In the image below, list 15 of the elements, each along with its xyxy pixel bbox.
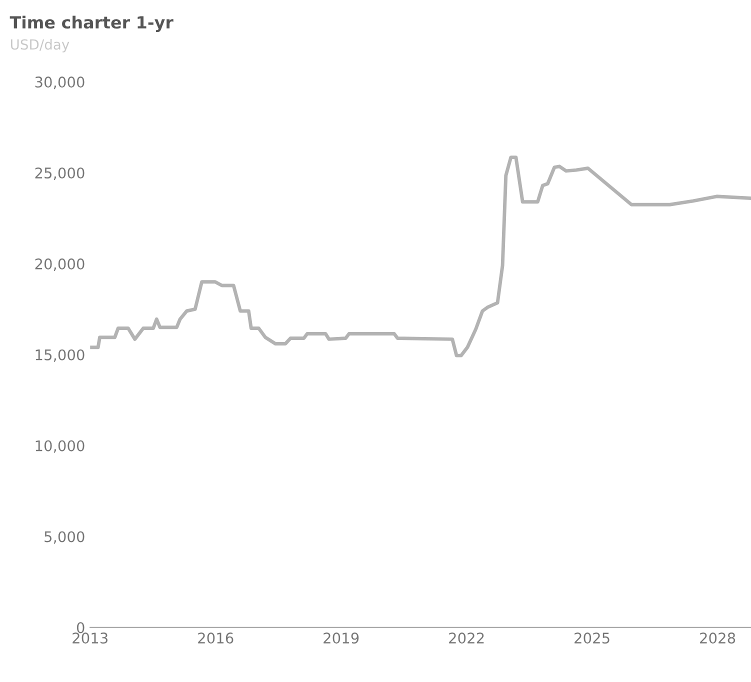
chart-title: Time charter 1-yr [10,16,174,32]
x-tick-label: 2028 [700,632,736,644]
y-tick-label: 25,000 [35,167,84,180]
x-tick-label: 2025 [574,632,610,644]
x-tick-label: 2022 [449,632,484,644]
y-tick-label: 0 [76,622,84,634]
y-tick-label: 15,000 [36,349,84,362]
y-tick-label: 20,000 [35,258,84,271]
y-tick-label: 5,000 [44,531,84,544]
y-tick-label: 10,000 [36,440,84,453]
x-tick-label: 2019 [324,632,359,644]
x-tick-label: 2016 [198,632,234,644]
y-tick-label: 30,000 [35,76,84,90]
x-tick-label: 2013 [72,632,108,644]
line-series [90,156,751,358]
